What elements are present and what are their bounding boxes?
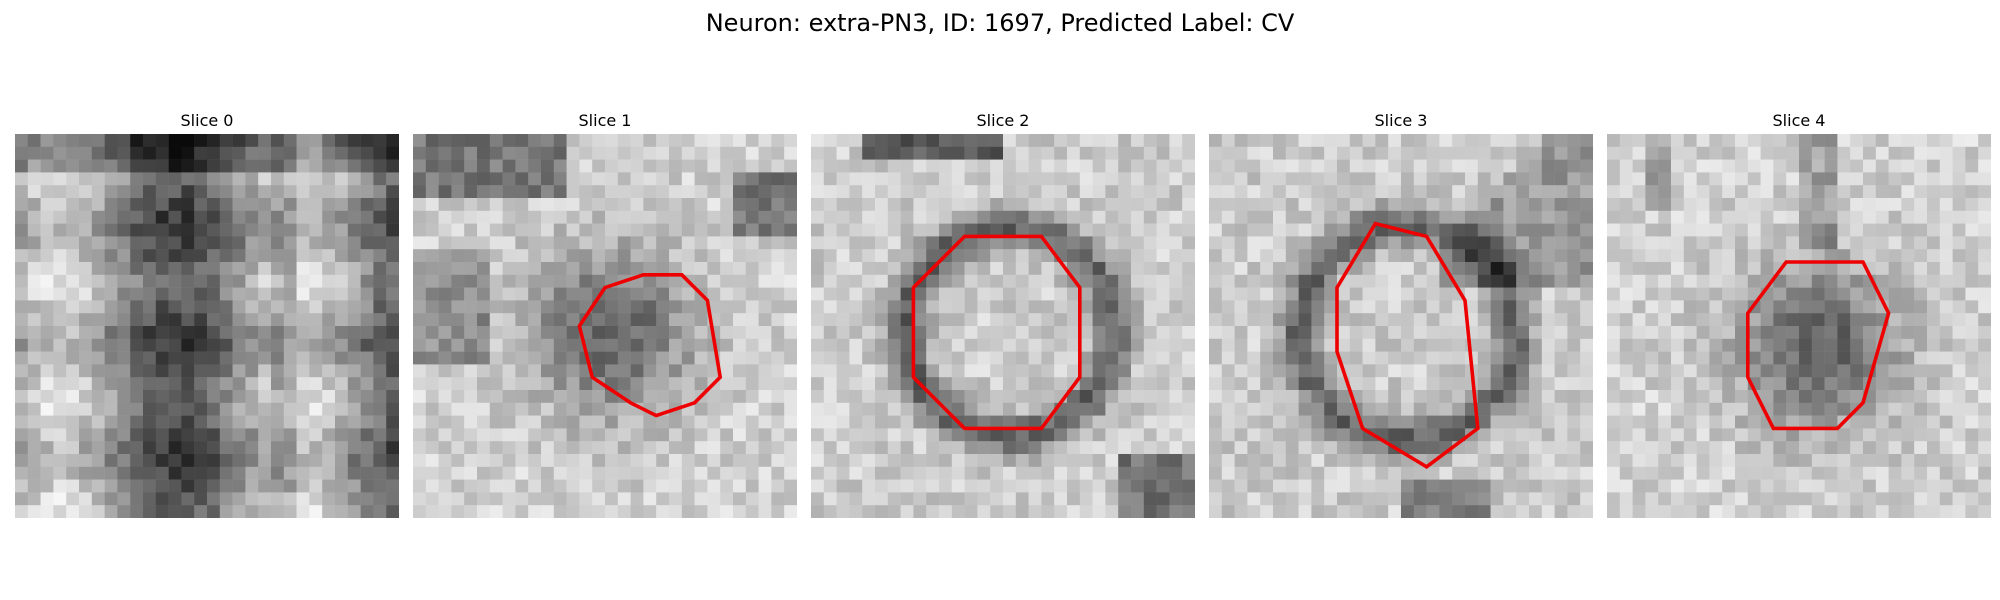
slice-panel-4: Slice 4	[1607, 108, 1991, 518]
pixel-grid	[15, 134, 399, 518]
slice-title: Slice 4	[1772, 111, 1826, 130]
slice-title: Slice 3	[1374, 111, 1428, 130]
slice-image	[1607, 134, 1991, 518]
pixel-grid	[1209, 134, 1593, 518]
slice-panel-3: Slice 3	[1209, 108, 1593, 518]
slice-image	[811, 134, 1195, 518]
segmentation-contour	[911, 234, 1082, 431]
pixel-grid	[811, 134, 1195, 518]
slice-image	[1209, 134, 1593, 518]
segmentation-contour	[1335, 221, 1480, 469]
slice-title: Slice 1	[578, 111, 632, 130]
slice-panel-0: Slice 0	[15, 108, 399, 518]
slice-panel-1: Slice 1	[413, 108, 797, 518]
slice-image	[15, 134, 399, 518]
slice-title: Slice 2	[976, 111, 1030, 130]
slice-title: Slice 0	[180, 111, 234, 130]
slice-image	[413, 134, 797, 518]
segmentation-contour	[1746, 260, 1891, 431]
pixel-grid	[413, 134, 797, 518]
figure-title: Neuron: extra-PN3, ID: 1697, Predicted L…	[705, 9, 1295, 37]
segmentation-contour	[577, 273, 723, 418]
slice-panel-2: Slice 2	[811, 108, 1195, 518]
pixel-grid	[1607, 134, 1991, 518]
